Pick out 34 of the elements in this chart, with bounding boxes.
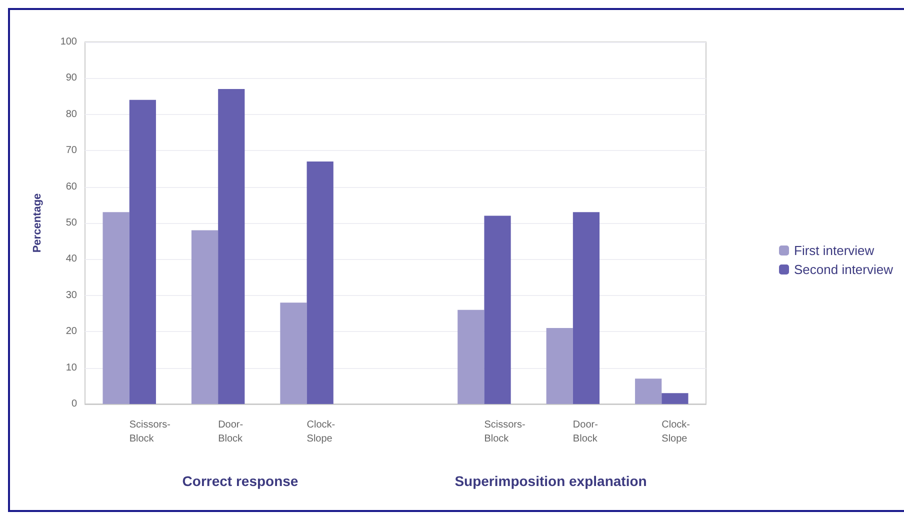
x-tick-label: Clock- Slope [306,420,336,444]
bar [572,212,600,404]
text: Superimposition explanation [454,473,647,489]
text: Correct response [182,473,298,489]
bar [484,216,511,404]
bar [662,393,688,404]
x-tick-label: Scissors- Block [129,420,170,444]
y-tick-label: 80 [66,108,78,120]
y-tick-label: 20 [66,326,78,338]
y-tick-label: 0 [71,398,78,410]
x-tick-label: Clock- Slope [662,420,690,444]
y-tick-label: 30 [66,290,78,301]
bar [306,161,334,404]
y-tick-label: 90 [66,72,78,84]
bar [218,89,245,404]
y-tick-label: 100 [60,36,78,48]
x-tick-label: Door- Block [218,420,244,444]
bar [102,212,130,404]
x-tick-label: Scissors- Block [484,420,526,444]
y-tick-label: 40 [66,254,78,265]
legend-label: First interview [794,243,875,258]
bar [458,310,484,404]
y-axis-title: Percentage [32,193,44,253]
y-tick-label: 50 [66,218,78,228]
y-tick-label: 60 [66,181,78,192]
bar [635,378,662,404]
bar [546,328,573,404]
legend-label: Second interview [794,262,894,277]
y-tick-label: 10 [66,362,78,374]
bar [280,302,307,404]
y-tick-label: 70 [66,145,78,156]
bar [129,100,156,404]
bar [191,230,218,404]
x-tick-label: Door- Block [572,420,598,444]
